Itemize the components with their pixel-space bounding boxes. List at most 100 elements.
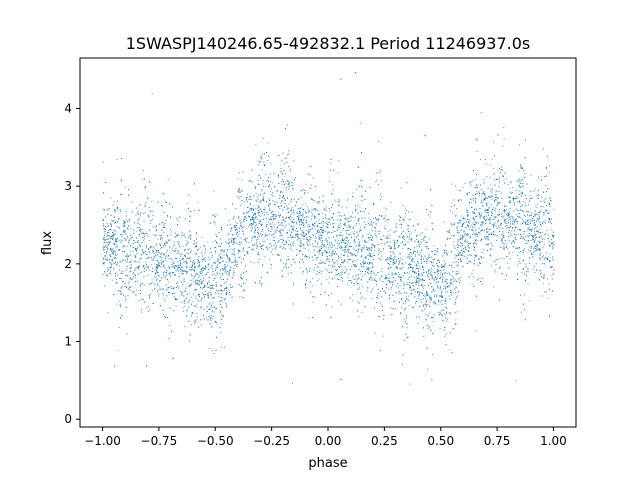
data-point [158, 262, 160, 264]
data-point [436, 279, 438, 280]
data-point [221, 301, 223, 303]
data-point [211, 297, 213, 299]
data-point [185, 249, 187, 251]
data-point [125, 256, 127, 258]
data-point [150, 264, 152, 266]
data-point [262, 193, 264, 195]
data-points [102, 72, 555, 385]
data-point [274, 240, 275, 241]
data-point [421, 301, 422, 303]
data-point [437, 274, 438, 276]
data-point [487, 208, 489, 210]
data-point [260, 161, 262, 163]
data-point [503, 249, 505, 251]
data-point [235, 221, 237, 223]
data-point [489, 218, 491, 220]
data-point [158, 289, 160, 290]
data-point [141, 308, 142, 310]
data-point [257, 199, 259, 201]
data-point [486, 219, 487, 220]
data-point [410, 275, 412, 277]
data-point [512, 221, 513, 223]
data-point [472, 180, 474, 182]
data-point [384, 225, 386, 227]
data-point [243, 216, 245, 218]
data-point [164, 244, 166, 246]
data-point [408, 236, 410, 238]
data-point [153, 256, 155, 258]
data-point [138, 240, 140, 241]
data-point [280, 168, 282, 169]
data-point [456, 208, 458, 210]
data-point [249, 208, 251, 209]
data-point [498, 268, 500, 269]
data-point [245, 197, 247, 199]
data-point [271, 248, 273, 250]
data-point [338, 160, 340, 162]
data-point [534, 240, 535, 242]
data-point [535, 207, 537, 209]
data-point [421, 279, 423, 281]
data-point [186, 271, 188, 272]
data-point [480, 223, 482, 225]
data-point [183, 255, 185, 257]
data-point [223, 298, 225, 300]
data-point [524, 173, 526, 175]
data-point [300, 197, 302, 199]
data-point [243, 218, 245, 220]
data-point [520, 229, 521, 230]
data-point [530, 218, 532, 220]
data-point [421, 266, 423, 268]
data-point [402, 264, 404, 266]
data-point [361, 247, 363, 248]
data-point [300, 229, 302, 231]
data-point [508, 253, 510, 255]
data-point [130, 261, 132, 263]
data-point [221, 285, 223, 287]
data-point [522, 237, 524, 239]
data-point [512, 199, 514, 201]
data-point [212, 306, 214, 308]
data-point [152, 226, 154, 228]
data-point [218, 296, 220, 297]
data-point [345, 251, 347, 253]
data-point [296, 253, 298, 255]
data-point [184, 291, 186, 293]
data-point [331, 243, 333, 245]
data-point [233, 255, 235, 257]
data-point [444, 335, 445, 337]
data-point [410, 276, 412, 278]
data-point [357, 235, 358, 237]
data-point [311, 278, 313, 279]
data-point [190, 273, 192, 275]
data-point [262, 212, 264, 214]
data-point [161, 237, 163, 239]
data-point [115, 253, 116, 255]
data-point [154, 253, 156, 254]
data-point [103, 252, 105, 253]
data-point [327, 270, 329, 272]
data-point [401, 242, 403, 243]
data-point [115, 279, 117, 280]
data-point [467, 215, 469, 217]
data-point [454, 312, 456, 314]
data-point [203, 253, 205, 255]
data-point [376, 179, 378, 181]
data-point [465, 233, 466, 235]
data-point [379, 279, 381, 281]
data-point [119, 261, 121, 263]
data-point [363, 260, 365, 262]
data-point [194, 295, 196, 297]
data-point [368, 223, 369, 224]
data-point [205, 273, 207, 275]
data-point [379, 259, 381, 261]
data-point [282, 225, 284, 227]
data-point [148, 215, 150, 217]
data-point [125, 218, 127, 220]
data-point [475, 233, 477, 235]
data-point [197, 276, 199, 278]
data-point [533, 235, 535, 237]
data-point [536, 213, 537, 215]
data-point [216, 308, 217, 309]
